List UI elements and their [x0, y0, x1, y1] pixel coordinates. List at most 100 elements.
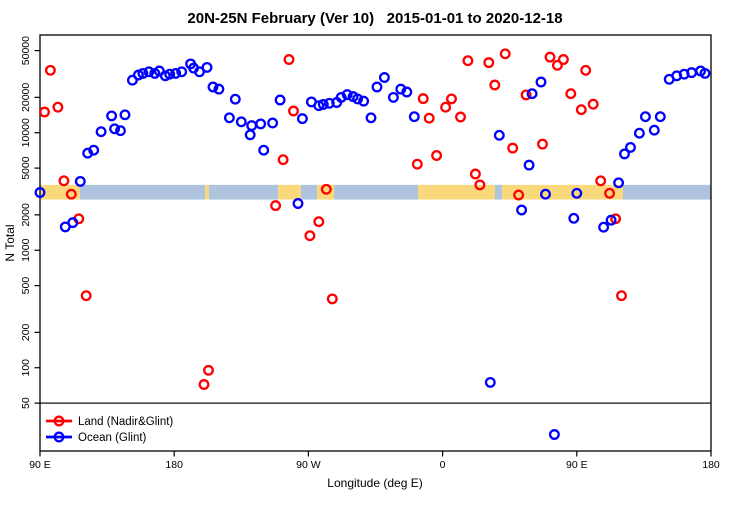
- ocean-point: [170, 67, 182, 79]
- y-tick-label: 50: [20, 397, 32, 409]
- land-point: [551, 59, 563, 71]
- ocean-point: [255, 118, 267, 130]
- y-tick-label: 20000: [20, 83, 32, 112]
- land-point: [446, 93, 457, 105]
- ocean-point: [67, 217, 79, 229]
- y-tick-label: 10000: [20, 118, 32, 147]
- ocean-point: [699, 67, 711, 79]
- x-tick-label: 180: [165, 459, 183, 471]
- land-point: [616, 290, 627, 302]
- land-point: [489, 79, 501, 91]
- ocean-point: [341, 89, 353, 101]
- land-point: [198, 379, 210, 390]
- ocean-point: [365, 112, 377, 124]
- legend-label: Land (Nadir&Glint): [78, 416, 173, 428]
- ocean-point: [34, 187, 46, 198]
- ocean-point: [313, 100, 325, 112]
- ocean-point: [119, 109, 131, 121]
- x-tick-label: 180: [702, 459, 720, 471]
- land-point: [469, 168, 481, 180]
- ocean-point: [267, 117, 279, 129]
- land-point: [499, 48, 511, 60]
- ocean-point: [213, 83, 225, 95]
- ocean-point: [613, 177, 625, 189]
- ocean-point: [516, 204, 528, 216]
- ocean-point: [176, 66, 188, 78]
- land-point: [203, 364, 214, 376]
- x-tick-label: 90 E: [29, 459, 51, 471]
- ocean-point: [625, 141, 636, 153]
- strip-segment-land: [501, 184, 624, 200]
- y-tick-label: 500: [20, 277, 32, 295]
- land-point: [58, 175, 70, 187]
- land-point: [575, 104, 587, 116]
- ocean-point: [74, 175, 86, 187]
- y-tick-label: 100: [20, 359, 32, 377]
- ocean-point: [106, 110, 118, 122]
- y-tick-label: 1000: [20, 238, 32, 262]
- x-tick-label: 90 E: [566, 459, 588, 471]
- ocean-point: [493, 129, 505, 141]
- ocean-point: [633, 127, 645, 139]
- ocean-point: [229, 93, 241, 105]
- land-point: [455, 111, 466, 123]
- ocean-point: [335, 91, 347, 103]
- strip-segment-ocean: [623, 184, 711, 200]
- land-point: [462, 55, 474, 67]
- plot-title: 20N-25N February (Ver 10) 2015-01-01 to …: [187, 10, 562, 27]
- land-point: [80, 290, 92, 302]
- ocean-point: [598, 221, 610, 233]
- ocean-point: [371, 81, 383, 93]
- land-point: [431, 150, 443, 161]
- ocean-point: [568, 212, 580, 224]
- ocean-point: [317, 99, 329, 110]
- ocean-point: [109, 123, 121, 135]
- land-point: [52, 101, 64, 113]
- land-point: [483, 57, 495, 69]
- ocean-point: [639, 111, 651, 123]
- ocean-point: [548, 429, 560, 440]
- land-point: [565, 88, 577, 100]
- ocean-point: [619, 148, 630, 160]
- land-point: [39, 106, 50, 118]
- strip-segment-ocean: [494, 184, 502, 200]
- ocean-point: [352, 93, 364, 105]
- land-point: [587, 98, 599, 110]
- ocean-point: [571, 187, 583, 199]
- ocean-point: [223, 112, 235, 124]
- land-point: [320, 183, 332, 195]
- ocean-point: [235, 116, 247, 128]
- ocean-point: [292, 198, 304, 209]
- land-point: [304, 230, 316, 242]
- ocean-point: [244, 129, 256, 141]
- ocean-point: [296, 113, 308, 125]
- ocean-point: [258, 144, 270, 156]
- land-point: [520, 89, 532, 101]
- land-point: [288, 105, 299, 117]
- legend-marker-land: [53, 415, 65, 427]
- x-axis-label: Longitude (deg E): [327, 476, 422, 490]
- y-tick-label: 200: [20, 323, 32, 341]
- ocean-point: [540, 188, 551, 200]
- ocean-point: [387, 91, 399, 103]
- land-point: [604, 187, 616, 199]
- land-point: [423, 112, 435, 124]
- ocean-point: [605, 214, 617, 226]
- ocean-point: [535, 76, 547, 88]
- ocean-point: [164, 68, 176, 80]
- ocean-point: [648, 124, 660, 136]
- ocean-point: [115, 125, 126, 137]
- ocean-point: [401, 86, 413, 98]
- land-point: [513, 189, 525, 201]
- land-point: [474, 179, 486, 191]
- ocean-point: [126, 74, 138, 86]
- ocean-point: [207, 81, 219, 93]
- land-point: [580, 64, 592, 76]
- strip-segment-land: [205, 184, 209, 200]
- axis-ticks: 90 E 180 90 W 0 90 E 180 50 100 200 500 1000 2000 50…: [20, 36, 720, 471]
- ocean-point: [378, 72, 390, 83]
- plot-legend: Land (Nadir&Glint) Ocean (Glint): [46, 415, 173, 444]
- ocean-point: [201, 61, 213, 73]
- x-tick-label: 90 W: [296, 459, 321, 471]
